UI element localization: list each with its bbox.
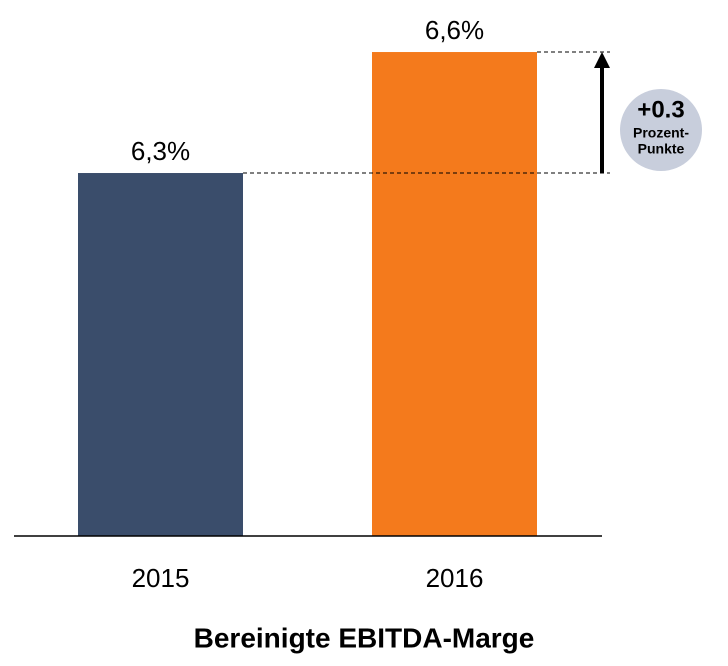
x-tick-label: 2016 xyxy=(426,563,484,593)
annotation-text: Prozent- xyxy=(633,125,689,141)
value-label: 6,6% xyxy=(425,15,484,45)
x-tick-label: 2015 xyxy=(132,563,190,593)
annotation-bubble xyxy=(620,89,702,171)
bar xyxy=(78,173,243,536)
chart-title: Bereinigte EBITDA-Marge xyxy=(194,622,535,653)
bar xyxy=(372,52,537,537)
arrow-head xyxy=(594,52,610,69)
annotation-text: Punkte xyxy=(638,141,685,157)
annotation-value: +0.3 xyxy=(637,96,684,123)
value-label: 6,3% xyxy=(131,136,190,166)
